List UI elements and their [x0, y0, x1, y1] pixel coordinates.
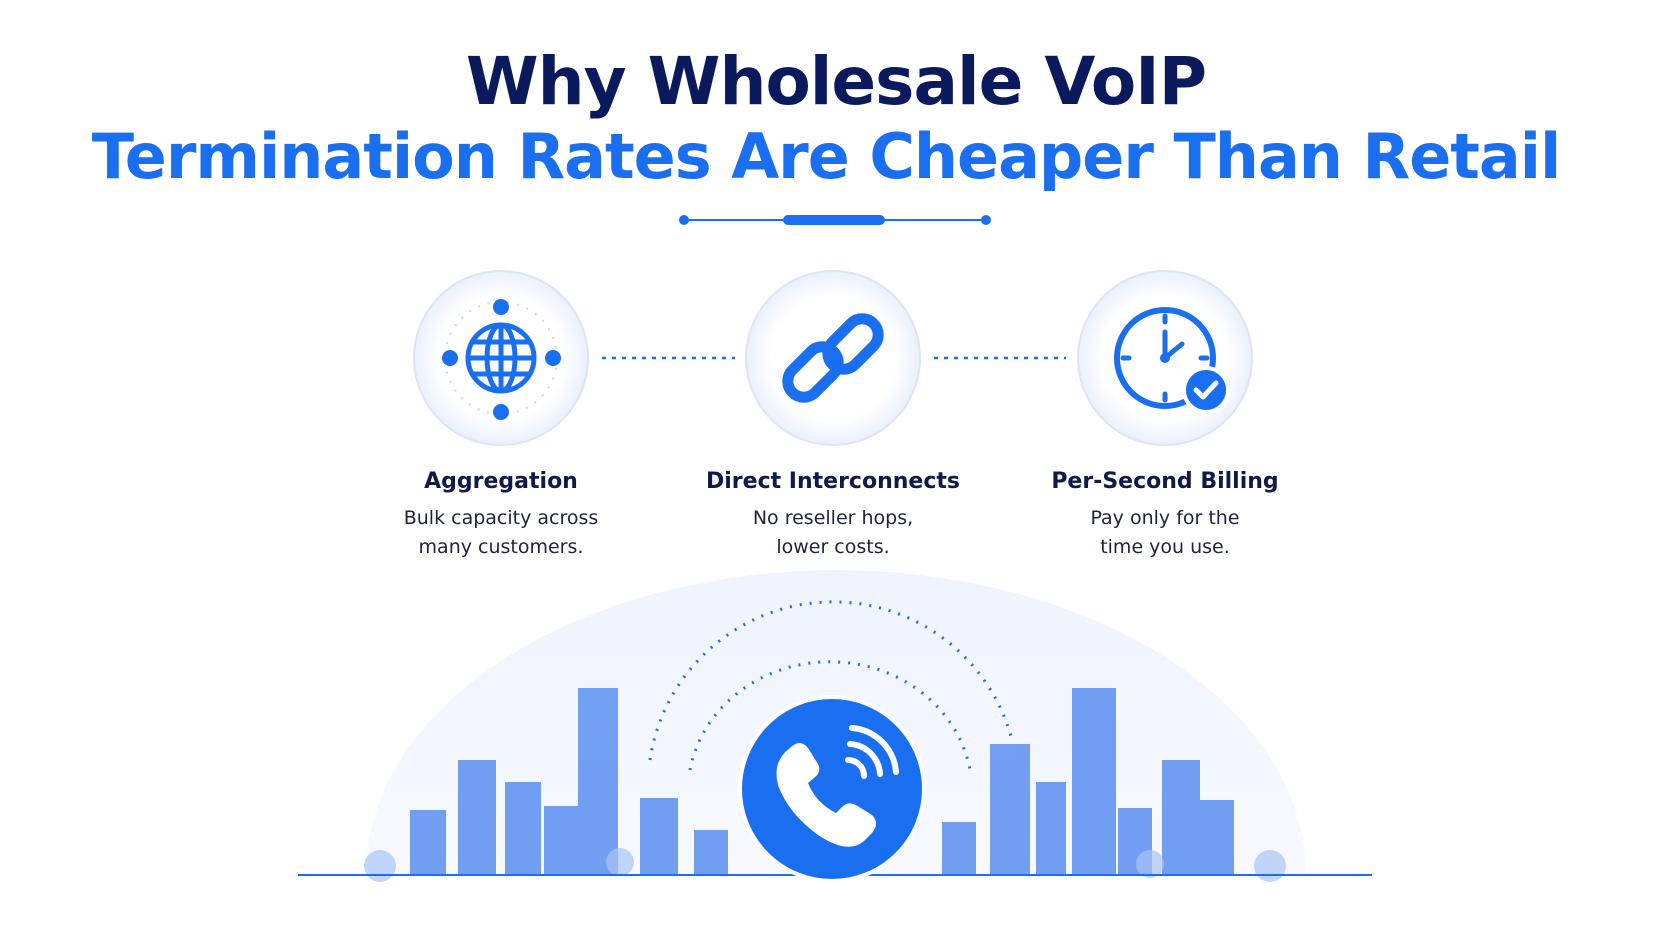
- skyline: [298, 570, 1372, 883]
- feature-description: No reseller hops,: [753, 507, 913, 529]
- icon-interconnect: [745, 270, 921, 446]
- feature-description: many customers.: [419, 536, 584, 558]
- feature-description: Bulk capacity across: [404, 507, 599, 529]
- feature-title: Direct Interconnects: [706, 469, 960, 494]
- features: Aggregation Bulk capacity across many cust…: [404, 469, 1279, 558]
- divider: [679, 215, 991, 225]
- title-line-1: Why Wholesale VoIP: [466, 43, 1206, 120]
- icon-aggregation: [413, 270, 589, 446]
- feature-title: Per-Second Billing: [1051, 469, 1278, 494]
- title-line-2: Termination Rates Are Cheaper Than Retai…: [92, 120, 1561, 193]
- feature-title: Aggregation: [424, 469, 578, 494]
- feature-description: time you use.: [1100, 536, 1230, 558]
- feature-description: lower costs.: [776, 536, 889, 558]
- icon-billing: [1077, 270, 1253, 446]
- feature-description: Pay only for the: [1090, 507, 1239, 529]
